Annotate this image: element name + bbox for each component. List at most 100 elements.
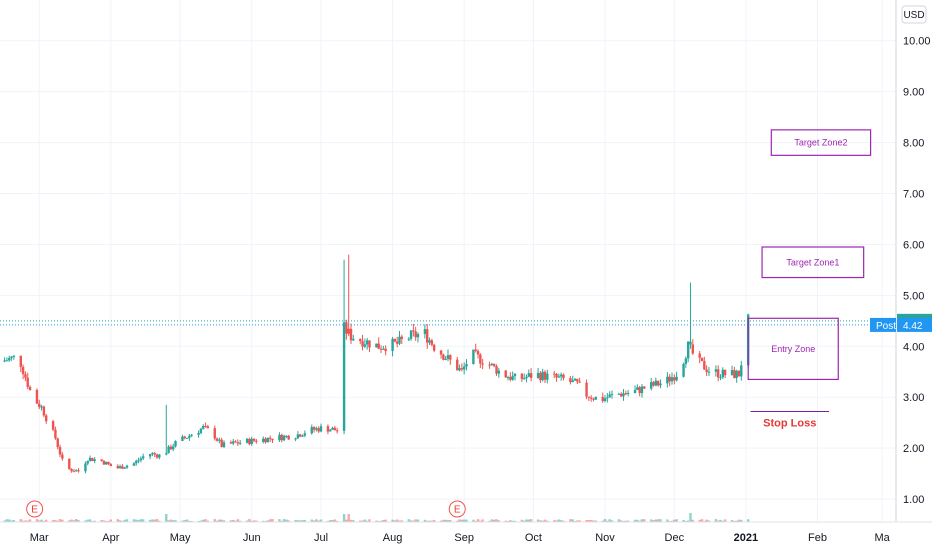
volume-bar <box>700 519 704 522</box>
volume-bar <box>592 520 595 522</box>
volume-bar <box>479 520 482 522</box>
candle-body <box>608 394 611 398</box>
candle-body <box>312 427 316 430</box>
volume-bar <box>61 519 64 522</box>
volume-bar <box>409 520 413 522</box>
volume-bar <box>529 519 533 522</box>
volume-bar <box>167 520 170 522</box>
y-tick-label: 3.00 <box>903 392 924 404</box>
candle-body <box>86 460 89 464</box>
candle-body <box>536 372 540 378</box>
x-tick-label: Sep <box>454 532 474 544</box>
currency-label: USD <box>903 10 924 21</box>
volume-bar <box>315 519 318 522</box>
candle-body <box>458 368 461 371</box>
candle-body <box>377 343 380 349</box>
candle-body <box>449 355 452 360</box>
candle-body <box>245 438 249 443</box>
volume-bar <box>232 519 235 522</box>
volume-bar <box>218 519 221 522</box>
candle-body <box>148 454 152 457</box>
volume-bar <box>335 520 339 522</box>
volume-bar <box>202 519 205 522</box>
volume-bar <box>539 520 542 522</box>
candle-body <box>652 382 655 386</box>
post-tag-label: Post <box>876 321 896 332</box>
candle-body <box>513 373 517 377</box>
volume-bar <box>310 519 313 522</box>
volume-bar <box>299 520 302 522</box>
volume-bar <box>91 520 94 522</box>
candle-body <box>610 393 614 395</box>
volume-bar <box>636 519 639 522</box>
volume-bar <box>236 519 240 522</box>
candle-body <box>638 387 641 394</box>
candle-body <box>363 344 367 347</box>
candle-body <box>105 461 108 465</box>
candle-body <box>442 354 445 360</box>
volume-bar <box>12 520 16 522</box>
candle-body <box>474 349 477 351</box>
volume-bar <box>8 519 11 522</box>
volume-bar <box>488 520 491 522</box>
candle-body <box>352 338 355 341</box>
volume-bar <box>737 519 741 522</box>
volume-bar <box>199 520 203 522</box>
candle-body <box>155 454 159 458</box>
candle-body <box>691 344 694 354</box>
volume-bar <box>139 519 143 522</box>
volume-bar <box>352 520 355 522</box>
candle-body <box>730 370 734 376</box>
volume-bar <box>206 520 210 522</box>
volume-bar <box>229 520 233 522</box>
candle-body <box>506 377 510 379</box>
candle-body <box>220 439 223 448</box>
candle-body <box>165 453 168 455</box>
volume-bar <box>426 520 429 522</box>
volume-bar <box>686 520 690 522</box>
volume-bar <box>412 520 415 522</box>
volume-bar <box>35 519 39 522</box>
volume-bar <box>377 520 380 522</box>
candle-body <box>684 358 688 364</box>
candle-body <box>650 382 653 389</box>
candle-body <box>88 457 92 461</box>
candle-body <box>181 436 184 441</box>
volume-bar <box>525 519 528 522</box>
volume-bar <box>287 520 290 522</box>
candle-body <box>592 398 595 400</box>
candle-body <box>601 396 604 401</box>
volume-bar <box>573 520 577 522</box>
post-tag <box>870 317 896 332</box>
candle-body <box>123 467 126 469</box>
volume-bar <box>716 520 720 522</box>
volume-bar <box>26 520 29 522</box>
volume-bar <box>553 520 556 522</box>
candle-body <box>248 438 251 445</box>
volume-bar <box>495 519 498 522</box>
volume-bar <box>123 519 126 522</box>
y-tick-label: 8.00 <box>903 138 924 150</box>
volume-bar <box>44 519 48 522</box>
volume-bar <box>442 519 445 522</box>
volume-bar <box>689 513 692 522</box>
candle-body <box>282 435 286 441</box>
candle-body <box>716 369 720 378</box>
stop-loss-label: Stop Loss <box>763 417 816 429</box>
candle-body <box>28 386 32 390</box>
volume-bar <box>365 520 369 522</box>
currency-button[interactable]: USD <box>901 5 927 24</box>
volume-bar <box>155 519 159 522</box>
volume-bar <box>38 520 41 522</box>
candle-body <box>368 340 371 348</box>
candle-body <box>698 353 701 358</box>
candle-body <box>56 438 59 448</box>
x-tick-label: Apr <box>102 532 119 544</box>
volume-bar <box>474 520 477 522</box>
candle-body <box>460 368 464 370</box>
volume-bar <box>619 520 623 522</box>
candle-body <box>280 434 283 441</box>
volume-bar <box>363 519 367 522</box>
candle-body <box>622 393 625 397</box>
